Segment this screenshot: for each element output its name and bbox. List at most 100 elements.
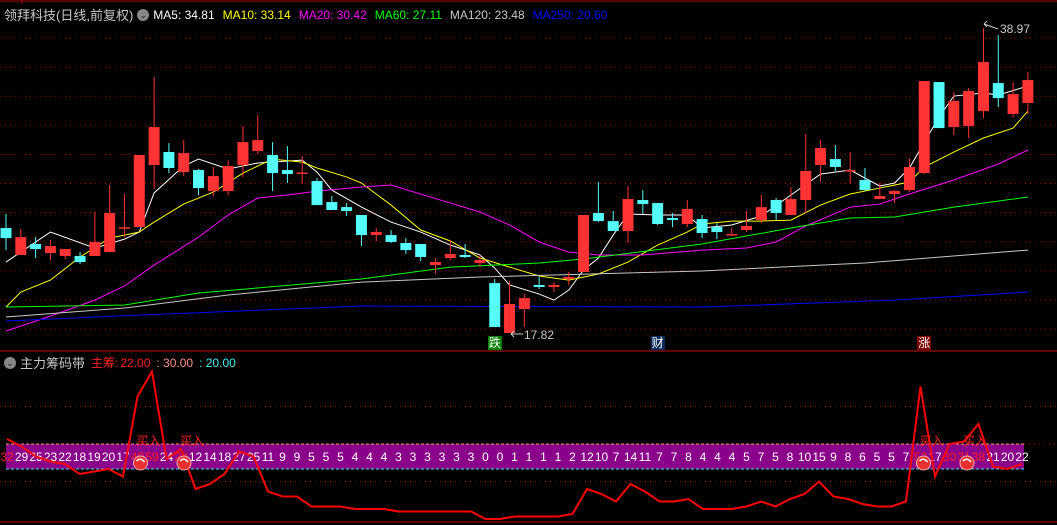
- chevron-down-icon[interactable]: ⌄: [137, 8, 150, 21]
- band-value: 19: [87, 450, 101, 464]
- candle: [281, 146, 293, 184]
- candle: [489, 279, 501, 328]
- band-value: 9: [279, 450, 286, 464]
- ball-highlight: [962, 458, 972, 463]
- candle: [918, 81, 930, 175]
- chevron-down-icon[interactable]: ⌄: [4, 356, 16, 369]
- candle: [518, 294, 530, 328]
- candle: [800, 133, 812, 214]
- buy-signal-label: 买入: [963, 434, 987, 448]
- candle-body: [118, 227, 130, 229]
- band-value: 6: [859, 450, 866, 464]
- band-value: 10: [798, 450, 812, 464]
- candle: [741, 210, 752, 233]
- candle: [207, 167, 219, 196]
- candle: [977, 28, 989, 118]
- ma-legend-ma20: MA20: 30.42: [298, 7, 367, 22]
- candle-body: [918, 81, 930, 174]
- candle: [548, 282, 560, 293]
- candle-body: [385, 235, 397, 242]
- candle-body: [696, 219, 708, 234]
- candle-body: [533, 284, 545, 287]
- candle-body: [74, 255, 86, 263]
- candle-body: [15, 237, 27, 255]
- candle: [74, 252, 86, 265]
- candle-body: [459, 254, 471, 257]
- event-marker[interactable]: 涨: [917, 336, 932, 350]
- band-value: 7: [671, 450, 678, 464]
- candle-body: [326, 202, 338, 210]
- candle: [755, 194, 767, 224]
- candle-body: [800, 171, 812, 201]
- candle: [459, 244, 471, 258]
- candle: [267, 142, 279, 192]
- buy-signal-ball-icon[interactable]: [916, 455, 931, 471]
- candle: [652, 203, 664, 225]
- ball-highlight: [179, 458, 189, 463]
- candle-body: [474, 260, 486, 264]
- candle-body: [252, 140, 264, 152]
- low-price-label: 17.82: [524, 328, 554, 342]
- candle-body: [652, 203, 664, 224]
- band-value: 3: [439, 450, 446, 464]
- candle-body: [311, 180, 323, 206]
- buy-signal-label: 买入: [919, 434, 943, 448]
- candle: [533, 277, 545, 290]
- candle: [504, 281, 516, 333]
- buy-signal-ball-icon[interactable]: [176, 455, 192, 471]
- candle: [963, 87, 975, 139]
- buy-signal-ball-icon[interactable]: [959, 455, 975, 471]
- candle-body: [622, 199, 634, 232]
- event-marker[interactable]: 财: [650, 336, 665, 350]
- band-value: 7: [758, 450, 765, 464]
- stock-title[interactable]: 领拜科技(日线,前复权): [4, 8, 134, 23]
- candle: [44, 239, 56, 261]
- candle-body: [89, 241, 101, 256]
- candle-body: [711, 226, 723, 233]
- candles: [0, 28, 1034, 333]
- candle-body: [741, 225, 752, 231]
- candle: [429, 257, 441, 275]
- candle: [844, 152, 856, 185]
- band-value: 0: [482, 450, 489, 464]
- band-value: 4: [366, 450, 373, 464]
- candle: [681, 200, 693, 227]
- candle-body: [815, 147, 827, 165]
- band-value: 8: [845, 450, 852, 464]
- band-value: 5: [772, 450, 779, 464]
- candle-body: [770, 200, 782, 214]
- candle: [237, 126, 249, 177]
- band-value: 22: [58, 450, 72, 464]
- ma-legend-ma5: MA5: 34.81: [153, 7, 215, 22]
- event-marker[interactable]: 跌: [487, 336, 502, 350]
- ma-line-ma5: [5, 85, 1029, 301]
- candle: [59, 249, 71, 260]
- candle: [341, 203, 353, 217]
- band-value: 3: [424, 450, 431, 464]
- candle-body: [637, 200, 649, 205]
- candle-body: [489, 283, 501, 328]
- ma-values: MA5: 34.81 MA10: 33.14 MA20: 30.42 MA60: 27…: [153, 8, 615, 22]
- candle-body: [563, 277, 575, 280]
- candle-body: [148, 127, 160, 165]
- candle-body: [666, 218, 678, 221]
- candle: [30, 237, 42, 258]
- candle: [1022, 71, 1034, 115]
- ball-highlight: [135, 458, 146, 463]
- indicator-title[interactable]: 主力筹码带: [20, 356, 86, 371]
- band-value: 12: [580, 450, 594, 464]
- indicator-value-3: : 20.00: [199, 355, 236, 370]
- price-grid: [0, 37, 1057, 330]
- buy-signal-label: 买入: [136, 434, 160, 448]
- candle: [252, 115, 264, 155]
- buy-signal-ball-icon[interactable]: [133, 455, 148, 471]
- main-legend: 领拜科技(日线,前复权) ⌄ MA5: 34.81 MA10: 33.14 MA20…: [4, 5, 615, 24]
- candle-body: [104, 213, 116, 253]
- ma-legend-ma120: MA120: 23.48: [449, 7, 525, 22]
- candle: [607, 210, 619, 232]
- band-value: 12: [189, 450, 203, 464]
- band-value: 7: [903, 450, 910, 464]
- sub-legend: ⌄ 主力筹码带 主筹: 22.00 : 30.00 : 20.00: [4, 353, 242, 372]
- band-value: 5: [337, 450, 344, 464]
